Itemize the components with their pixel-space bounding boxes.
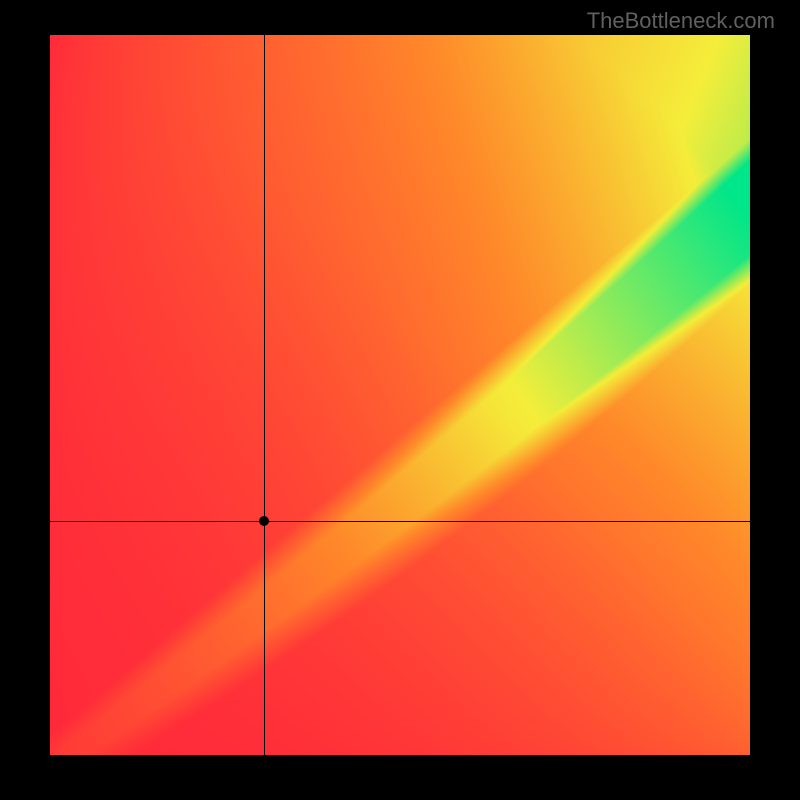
crosshair-marker: [259, 516, 269, 526]
heatmap-canvas: [50, 35, 750, 755]
crosshair-vertical: [264, 35, 265, 755]
watermark-text: TheBottleneck.com: [587, 8, 775, 34]
heatmap-plot: [50, 35, 750, 755]
crosshair-horizontal: [50, 521, 750, 522]
